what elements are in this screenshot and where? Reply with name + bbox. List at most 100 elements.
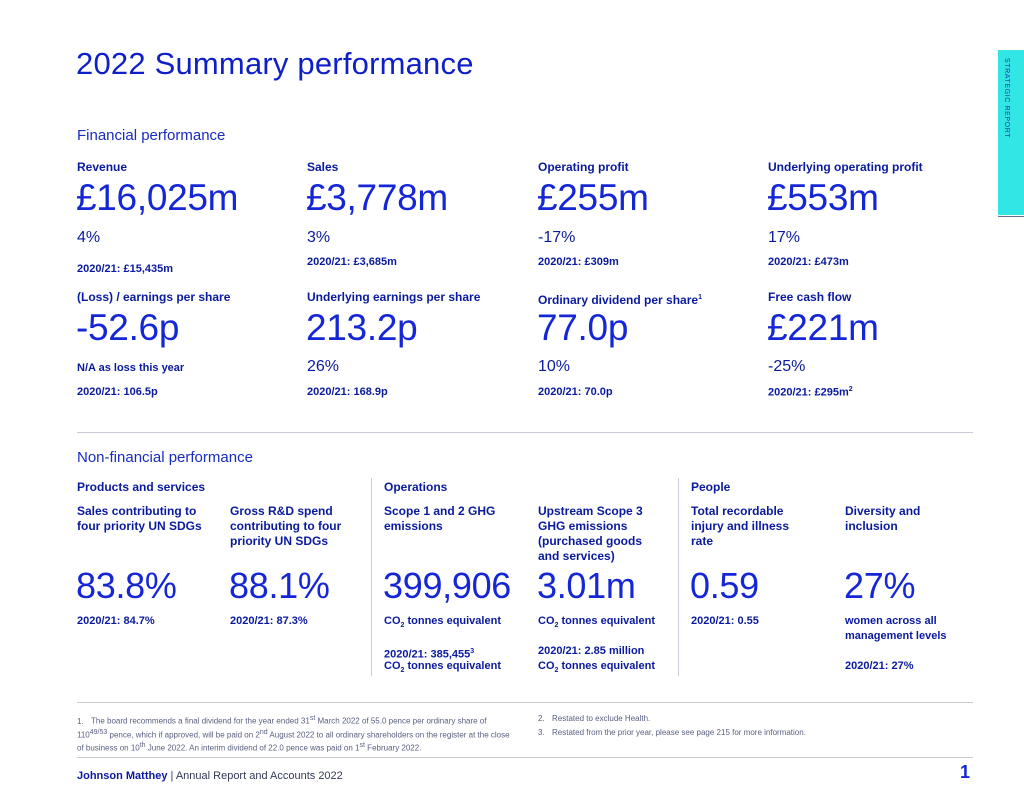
footnote-text: February 2022. (364, 743, 422, 753)
side-tab-label: STRATEGIC REPORT (1003, 58, 1010, 139)
footnote-text: Restated from the prior year, please see… (552, 728, 806, 737)
footnote-number: 3. (538, 728, 545, 737)
metric-change: -17% (538, 229, 576, 246)
footnote-sup: st (309, 715, 316, 722)
metric-prior: 2020/21: 84.7% (77, 615, 155, 627)
metric-label: Sales (307, 160, 339, 174)
column-divider (371, 478, 372, 676)
metric-prior-unit: CO2 tonnes equivalent (538, 659, 655, 678)
metric-change: 3% (307, 229, 331, 246)
metric-value: £3,778m (306, 177, 448, 218)
metric-value: £221m (767, 307, 879, 348)
financial-heading: Financial performance (77, 127, 226, 144)
metric-value: 83.8% (76, 565, 177, 606)
footnote-text: June 2022. An interim dividend of 22.0 p… (145, 743, 360, 753)
nonfinancial-heading: Non-financial performance (77, 449, 253, 466)
metric-label: Upstream Scope 3 GHG emissions (purchase… (538, 504, 643, 563)
metric-value: £16,025m (76, 177, 239, 218)
group-heading: People (691, 480, 731, 494)
metric-value: 0.59 (690, 565, 759, 606)
metric-change: 17% (768, 229, 801, 246)
unit-text: tonnes equivalent (558, 660, 655, 672)
metric-label: Scope 1 and 2 GHG emissions (384, 504, 496, 533)
unit-text: tonnes equivalent (404, 660, 501, 672)
section-divider (77, 432, 973, 433)
metric-value: £553m (767, 177, 879, 218)
metric-change: 10% (538, 358, 571, 375)
metric-value: 77.0p (537, 307, 629, 348)
unit-text: CO (384, 615, 401, 627)
metric-prior: 2020/21: 385,4553 (384, 644, 474, 663)
metric-prior: 2020/21: 0.55 (691, 615, 759, 627)
unit-text: CO (384, 660, 401, 672)
footnote-divider (77, 702, 973, 703)
footnote-ref: 2 (848, 386, 853, 393)
side-tab[interactable]: STRATEGIC REPORT (998, 50, 1024, 215)
metric-label: Diversity and inclusion (845, 504, 921, 533)
metric-prior: 2020/21: 70.0p (538, 386, 613, 398)
metric-change: 26% (307, 358, 340, 375)
footnote-text: pence, which if approved, will be paid o… (107, 730, 260, 740)
unit-text: tonnes equivalent (404, 615, 501, 627)
metric-value: -52.6p (76, 307, 180, 348)
footnote-text: Restated to exclude Health. (552, 714, 651, 723)
metric-prior: 2020/21: £473m (768, 256, 849, 268)
metric-value: 88.1% (229, 565, 330, 606)
unit-text: CO (538, 660, 555, 672)
metric-value: 399,906 (383, 565, 512, 606)
footer-divider (77, 757, 973, 758)
footer-company: Johnson Matthey (77, 770, 168, 782)
metric-prior: 2020/21: £15,435m (77, 263, 174, 275)
metric-unit: CO2 tonnes equivalent (384, 614, 501, 633)
metric-prior-unit: CO2 tonnes equivalent (384, 659, 501, 678)
metric-prior: 2020/21: £295m (768, 386, 849, 399)
metric-label: Free cash flow (768, 290, 852, 304)
metric-label: Underlying earnings per share (307, 290, 481, 304)
footnote-sup: nd (259, 728, 268, 736)
footnote-2: 2. Restated to exclude Health. (538, 713, 650, 724)
metric-prior: 2020/21: 87.3% (230, 615, 308, 627)
footnote-sup: th (139, 742, 146, 750)
metric-label: Sales contributing to four priority UN S… (77, 504, 202, 533)
metric-prior: 2020/21: 106.5p (77, 386, 158, 398)
footnote-sup: 49/53 (89, 728, 108, 736)
group-heading: Operations (384, 480, 448, 494)
metric-change: -25% (768, 358, 806, 375)
footnote-number: 1. (77, 716, 84, 726)
footer-document: Annual Report and Accounts 2022 (175, 770, 343, 782)
metric-note: women across all management levels (845, 615, 947, 642)
metric-label: (Loss) / earnings per share (77, 290, 231, 304)
footnote-text: March 2022 of 55.0 pence per ordinary sh… (77, 716, 487, 740)
unit-text: tonnes equivalent (558, 615, 655, 627)
metric-prior-fcf: 2020/21: £295m2 (768, 386, 853, 399)
metric-value: 213.2p (306, 307, 418, 348)
group-heading: Products and services (77, 480, 206, 494)
metric-prior: 2020/21: 27% (845, 660, 914, 672)
metric-label: Underlying operating profit (768, 160, 923, 174)
metric-change: N/A as loss this year (77, 362, 185, 374)
metric-prior: 2020/21: 2.85 million (538, 645, 645, 657)
footnote-3: 3. Restated from the prior year, please s… (538, 727, 806, 738)
footnote-ref: 1 (698, 294, 702, 301)
metric-label: Operating profit (538, 160, 629, 174)
unit-subscript: 2 (554, 667, 559, 675)
metric-label-dividend: Ordinary dividend per share1 (538, 290, 702, 308)
metric-label: Ordinary dividend per share (538, 293, 699, 307)
metric-prior: 2020/21: £3,685m (307, 256, 397, 268)
metric-change: 4% (77, 229, 101, 246)
footnote-sup: st (359, 742, 365, 750)
metric-value: £255m (537, 177, 649, 218)
footer-separator: | (167, 770, 176, 782)
unit-subscript: 2 (400, 667, 405, 675)
side-tab-rule (998, 216, 1024, 217)
metric-unit: CO2 tonnes equivalent (538, 614, 655, 633)
footnote-text: August 2022 to all ordinary shareholders… (77, 730, 510, 753)
metric-value: 3.01m (537, 565, 636, 606)
footnote-ref: 3 (470, 648, 475, 655)
metric-label: Gross R&D spend contributing to four pri… (230, 504, 342, 548)
unit-text: CO (538, 615, 555, 627)
metric-prior: 2020/21: £309m (538, 256, 619, 268)
metric-label: Revenue (77, 160, 128, 174)
footer: Johnson Matthey | Annual Report and Acco… (77, 766, 343, 784)
unit-subscript: 2 (554, 622, 559, 630)
